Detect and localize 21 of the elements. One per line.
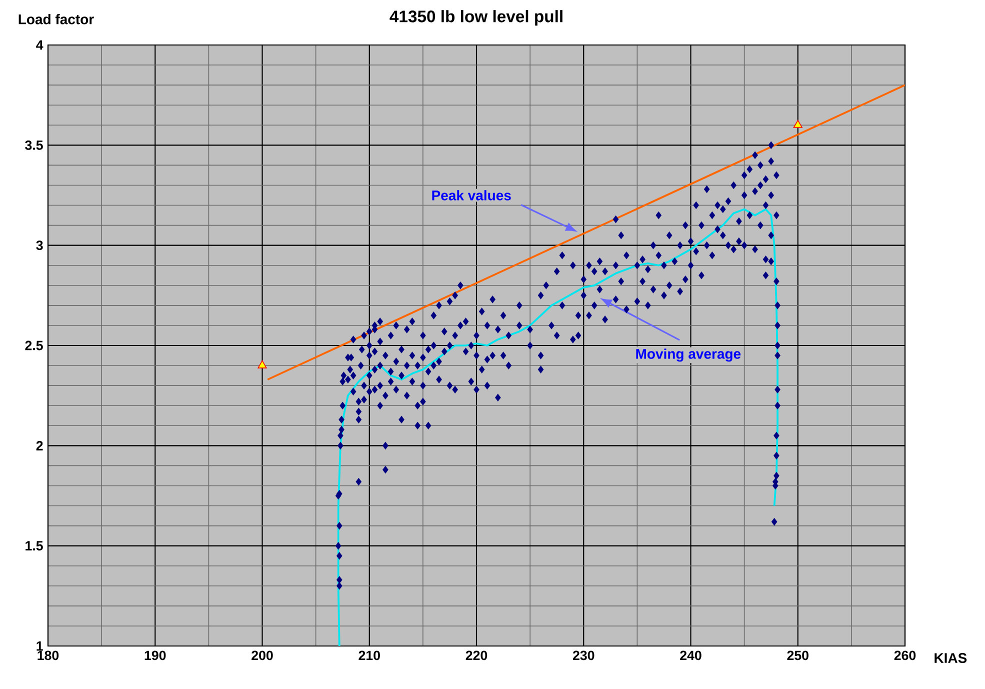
y-tick-label: 3 xyxy=(36,240,43,250)
y-tick-label: 2 xyxy=(36,441,43,450)
y-tick-label: 4 xyxy=(36,40,44,50)
chart-title: 41350 lb low level pull xyxy=(390,10,562,26)
x-tick-label: 210 xyxy=(358,650,380,660)
x-tick-label: 220 xyxy=(466,650,488,660)
x-tick-label: 200 xyxy=(252,650,273,660)
y-axis-title: Load factor xyxy=(18,14,94,24)
x-tick-label: 230 xyxy=(572,650,594,660)
y-tick-label: 3.5 xyxy=(25,140,43,150)
x-axis-title: KIAS xyxy=(934,653,967,663)
x-tick-label: 180 xyxy=(38,650,59,660)
x-tick-label: 250 xyxy=(787,650,808,660)
y-tick-label: 1 xyxy=(36,641,43,651)
x-tick-label: 240 xyxy=(680,650,702,660)
x-tick-label: 190 xyxy=(144,650,166,660)
annotation: Moving average xyxy=(636,348,741,362)
x-tick-label: 260 xyxy=(894,650,916,660)
y-tick-label: 1.5 xyxy=(26,541,43,550)
y-tick-label: 2.5 xyxy=(25,340,43,350)
annotation: Peak values xyxy=(432,190,511,200)
